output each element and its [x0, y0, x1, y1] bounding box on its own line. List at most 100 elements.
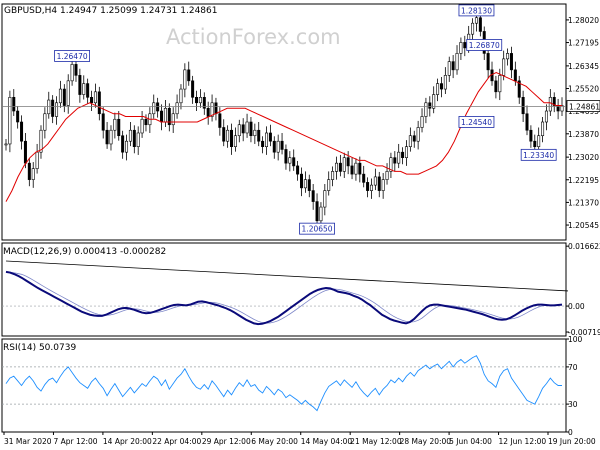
candle-body [198, 97, 202, 104]
price-tick-label: 1.21370 [568, 198, 599, 207]
candle-body [412, 135, 416, 142]
candle-body [315, 201, 319, 222]
candle-body [23, 140, 27, 164]
rsi-tick-label: 30 [568, 400, 578, 409]
candle-body [230, 129, 234, 147]
candle-body [276, 140, 280, 153]
rsi-label: RSI(14) 50.0739 [3, 343, 76, 353]
candle-body [373, 176, 377, 186]
candle-body [381, 179, 385, 191]
candle-body [331, 171, 335, 180]
candle-body [327, 179, 331, 191]
macd-tick-label: 0.016622 [568, 242, 600, 251]
macd-panel: 0.016622 0.00 -0.007196 [1, 242, 600, 337]
candle-body [179, 88, 183, 104]
candle-body [249, 121, 253, 137]
candle-body [443, 75, 447, 90]
candle-body [109, 129, 113, 145]
candle-body [82, 83, 86, 95]
rsi-frame [1, 338, 567, 433]
price-panel: 1.280201.271951.263451.255201.246951.238… [1, 3, 600, 241]
candle-body [222, 127, 226, 142]
candle-body [202, 97, 206, 109]
time-tick-label: 31 Mar 2020 [4, 437, 52, 446]
candle-body [420, 116, 424, 128]
time-tick-label: 6 May 20:00 [251, 437, 298, 446]
macd-label: MACD(12,26,9) 0.000413 -0.000282 [3, 247, 166, 257]
candle-body [474, 17, 478, 24]
candle-body [218, 113, 222, 128]
candle-body [366, 182, 370, 191]
macd-trendline [5, 260, 569, 292]
candle-body [323, 190, 327, 208]
time-tick-label: 14 Apr 20:00 [103, 437, 152, 446]
candle-body [533, 140, 537, 147]
price-annotation-label: 1.26870 [469, 41, 500, 50]
candle-body [292, 157, 296, 167]
candle-body [66, 80, 70, 106]
price-annotation-box [299, 222, 335, 235]
price-tick-label: 1.27195 [568, 39, 599, 48]
candle-body [210, 102, 214, 117]
chart-title: GBPUSD,H4 1.24947 1.25099 1.24731 1.2486… [4, 6, 217, 16]
candle-body [284, 149, 288, 164]
candle-body [408, 135, 412, 147]
candle-body [226, 129, 230, 142]
candle-body [346, 157, 350, 167]
candle-body [296, 165, 300, 175]
rsi-line [5, 355, 562, 412]
candle-body [548, 97, 552, 112]
candle-body [393, 157, 397, 164]
candle-body [416, 127, 420, 142]
time-axis: 31 Mar 2020 7 Apr 12:00 14 Apr 20:00 22 Apr… [3, 432, 596, 446]
price-annotation-label: 1.26470 [57, 52, 88, 61]
price-frame [1, 3, 567, 241]
rsi-tick-label: 100 [568, 335, 583, 344]
candle-body [160, 110, 164, 123]
candle-body [62, 88, 66, 106]
price-annotation-label: 1.20650 [302, 225, 333, 234]
candle-body [537, 135, 541, 147]
candle-body [494, 80, 498, 93]
candle-body [43, 113, 47, 131]
candle-body [401, 151, 405, 158]
candle-body [459, 42, 463, 54]
candle-body [253, 129, 257, 137]
candle-body [272, 140, 276, 153]
candle-body [8, 97, 12, 145]
price-tick-label: 1.26345 [568, 62, 599, 71]
price-annotation-box [520, 148, 557, 161]
current-price-box [566, 100, 600, 113]
price-tick-label: 1.25520 [568, 85, 599, 94]
candle-body [428, 102, 432, 109]
candle-body [257, 129, 261, 142]
candle-body [288, 157, 292, 164]
candle-body [350, 165, 354, 175]
candle-body [311, 190, 315, 202]
candle-body [463, 42, 467, 49]
candle-body [517, 80, 521, 98]
rsi-panel: 100 70 30 0 [1, 335, 583, 437]
candle-body [541, 121, 545, 137]
candle-body [171, 113, 175, 126]
price-tick-label: 1.22195 [568, 176, 599, 185]
price-tick-label: 1.28020 [568, 16, 599, 25]
candle-body [97, 91, 101, 115]
candle-body [498, 75, 502, 93]
candle-body [451, 61, 455, 71]
candle-body [389, 157, 393, 172]
candle-body [183, 69, 187, 90]
price-annotation-box [54, 50, 90, 62]
candle-body [529, 129, 533, 142]
candle-body [55, 102, 59, 117]
candle-body [280, 140, 284, 150]
moving-average-line [5, 72, 562, 202]
rsi-tick-label: 0 [568, 428, 573, 437]
candle-body [502, 58, 506, 76]
time-tick-label: 12 Jun 12:00 [499, 437, 547, 446]
candle-body [303, 179, 307, 189]
candle-body [377, 176, 381, 191]
time-tick-label: 7 Apr 12:00 [53, 437, 97, 446]
time-tick-label: 19 Jun 20:00 [548, 437, 596, 446]
